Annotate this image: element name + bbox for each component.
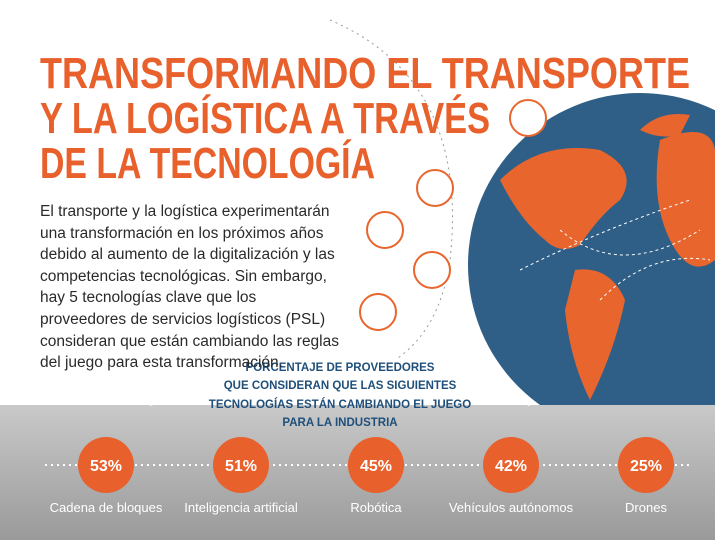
dotted-arc — [329, 19, 453, 361]
percent-value: 53% — [90, 458, 122, 475]
percent-circle — [348, 437, 404, 493]
percent-circle — [213, 437, 269, 493]
percent-value: 45% — [360, 458, 392, 475]
percent-value: 25% — [630, 458, 662, 475]
title-line: Y LA LOGÍSTICA A TRAVÉS — [40, 93, 490, 143]
intro-text: El transporte y la logística experimenta… — [40, 203, 339, 372]
item-label: Robótica — [350, 500, 402, 515]
title: TRANSFORMANDO EL TRANSPORTE Y LA LOGÍSTI… — [40, 49, 690, 188]
subtitle-line: PORCENTAJE DE PROVEEDORES — [246, 362, 435, 374]
subtitle-line: TECNOLOGÍAS ESTÁN CAMBIANDO EL JUEGO — [209, 398, 471, 411]
item-label: Cadena de bloques — [50, 500, 163, 515]
title-line: DE LA TECNOLOGÍA — [40, 138, 375, 188]
subtitle-shape — [225, 352, 455, 405]
subtitle-line: PARA LA INDUSTRIA — [282, 417, 397, 429]
percent-circle — [483, 437, 539, 493]
percent-circle — [618, 437, 674, 493]
percent-value: 42% — [495, 458, 527, 475]
subtitle-line: QUE CONSIDERAN QUE LAS SIGUIENTES — [224, 380, 457, 392]
percent-circle — [78, 437, 134, 493]
item-label: Inteligencia artificial — [184, 500, 298, 515]
item-label: Drones — [625, 500, 667, 515]
title-line: TRANSFORMANDO EL TRANSPORTE — [40, 49, 690, 98]
percent-value: 51% — [225, 458, 257, 475]
subtitle: PORCENTAJE DE PROVEEDORES QUE CONSIDERAN… — [209, 362, 471, 429]
globe — [468, 93, 715, 437]
item-label: Vehículos autónomos — [449, 500, 574, 515]
icons — [359, 99, 547, 331]
